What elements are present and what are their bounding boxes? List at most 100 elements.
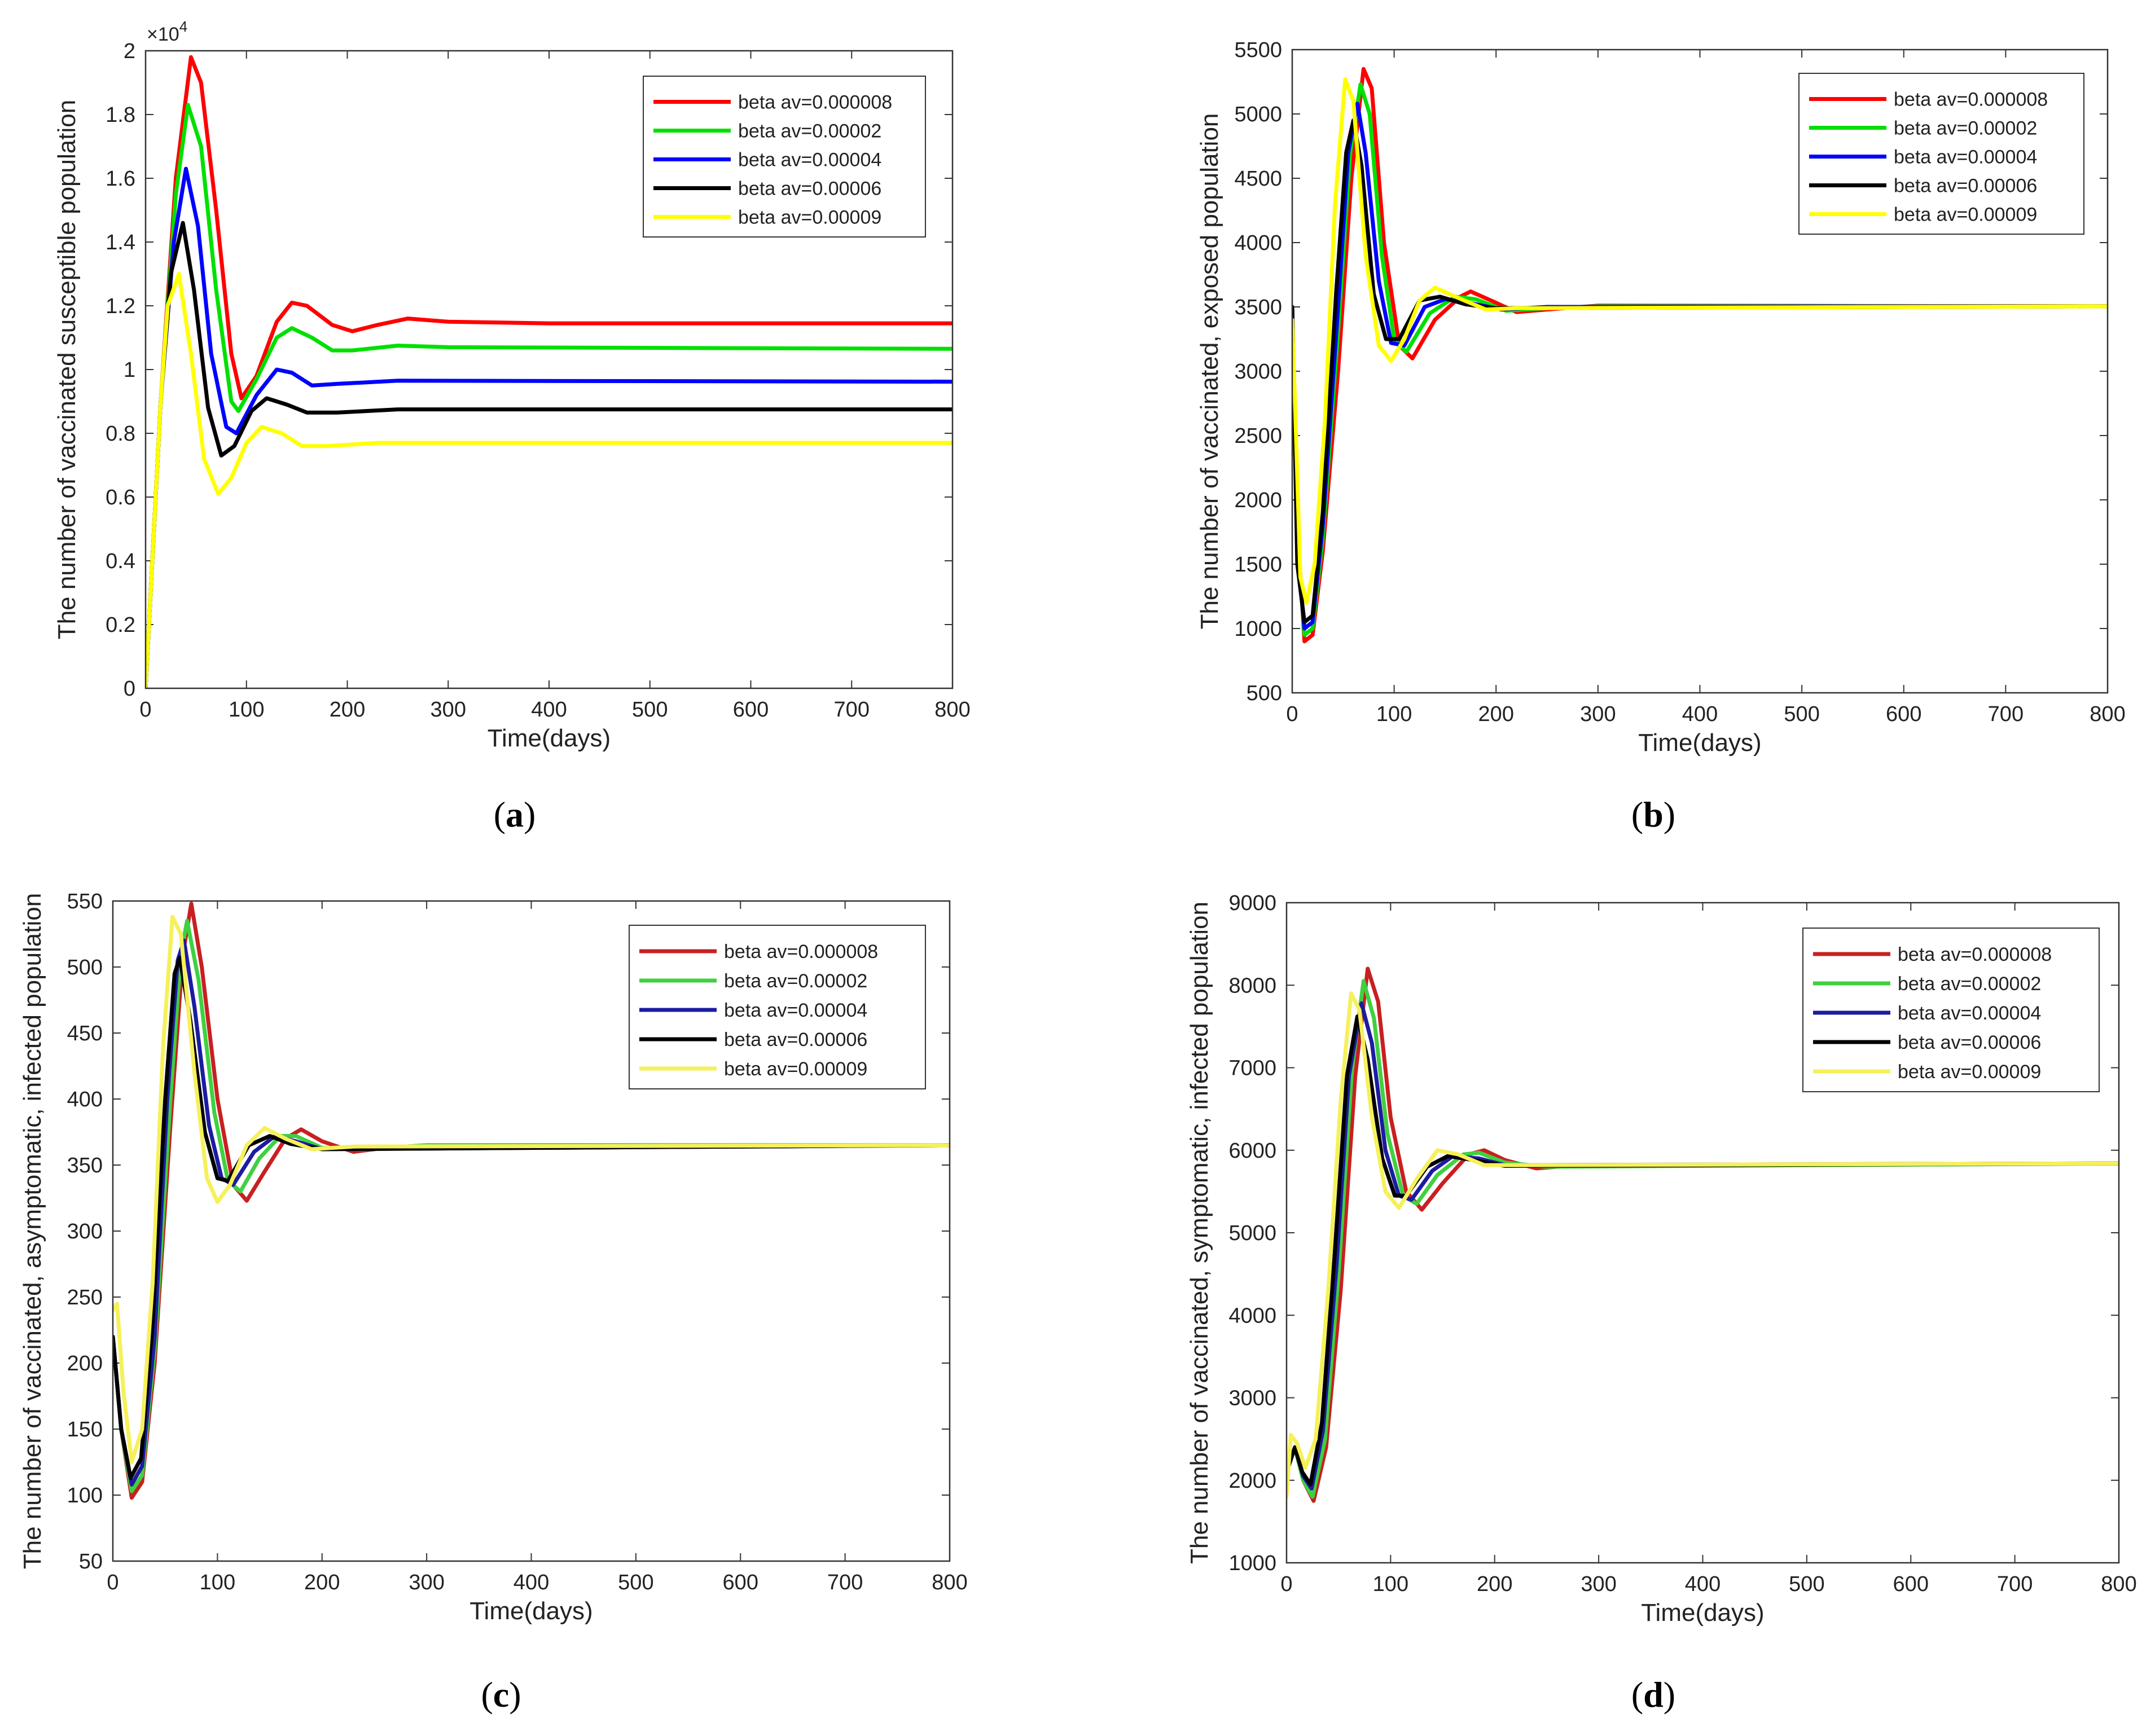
axes-box [112,900,951,1562]
x-axis-label: Time(days) [469,1597,592,1625]
legend-label-1: beta av=0.000008 [1894,89,2048,111]
y-axis-label: The number of vaccinated, exposed popula… [1196,113,1223,630]
y-tick-label: 250 [67,1286,103,1309]
legend-label-2: beta av=0.00002 [724,970,867,992]
y-tick-label: 3000 [1234,360,1282,384]
legend-label-5: beta av=0.00009 [1894,204,2037,226]
x-axis-label: Time(days) [1641,1599,1764,1627]
x-tick-label: 800 [2090,702,2125,726]
axes-box [1291,49,2109,694]
axes-box [144,50,954,689]
legend-label-1: beta av=0.000008 [738,92,892,113]
y-tick-label: 9000 [1228,891,1276,915]
y-tick-label: 6000 [1228,1139,1276,1163]
series-line-3 [146,166,953,688]
legend-label-4: beta av=0.00006 [724,1029,867,1051]
series-line-5 [146,272,953,688]
y-tick-label: 0.2 [106,613,135,637]
x-axis-label: Time(days) [1638,729,1761,757]
x-tick-label: 300 [409,1571,444,1594]
x-tick-label: 100 [200,1571,235,1594]
y-tick-label: 3500 [1234,296,1282,319]
x-tick-label: 400 [1685,1572,1721,1596]
x-tick-label: 700 [827,1571,863,1594]
legend-label-1: beta av=0.000008 [1898,944,2052,965]
y-tick-label: 0.8 [106,422,135,446]
y-tick-label: 8000 [1228,974,1276,997]
charts-container: 0 100 200 300 400 500 600 700 80000.20.40.60.811… [19,18,2137,1627]
y-axis-exponent: ×104 [147,18,187,45]
legend-label-3: beta av=0.00004 [738,150,881,171]
x-tick-label: 200 [1478,702,1514,726]
x-tick-label: 700 [1988,702,2024,726]
panel-label-a: (a) [494,794,536,834]
legend-label-2: beta av=0.00002 [1894,118,2037,139]
legend-label-1: beta av=0.000008 [724,941,878,963]
axes-box [1285,902,2120,1564]
y-tick-label: 1500 [1234,553,1282,577]
legend-label-2: beta av=0.00002 [1898,973,2041,995]
y-tick-label: 5500 [1234,38,1282,62]
y-axis-label: The number of vaccinated, symptomatic, i… [1186,902,1213,1564]
x-tick-label: 500 [618,1571,653,1594]
legend-label-3: beta av=0.00004 [724,1000,867,1021]
y-tick-label: 350 [67,1154,103,1177]
x-tick-label: 0 [1286,702,1298,726]
y-tick-label: 500 [67,956,103,979]
legend-label-5: beta av=0.00009 [1898,1061,2041,1083]
legend-label-3: beta av=0.00004 [1898,1003,2041,1024]
y-tick-label: 4500 [1234,167,1282,191]
y-tick-label: 400 [67,1088,103,1111]
legend-label-4: beta av=0.00006 [1898,1032,2041,1053]
y-tick-label: 100 [67,1484,103,1508]
y-tick-label: 2000 [1228,1469,1276,1493]
series-line-4 [1287,1014,2119,1487]
x-tick-label: 700 [1997,1572,2033,1596]
y-tick-label: 7000 [1228,1057,1276,1080]
x-tick-label: 400 [513,1571,549,1594]
chart-c: 0 100 200 300 400 500 600 700 800 50 100 150 200 250 3… [19,890,968,1625]
legend: beta av=0.000008 beta av=0.00002 beta av=0… [1802,928,2100,1092]
legend: beta av=0.000008 beta av=0.00002 beta av=0… [1798,73,2084,235]
y-tick-label: 1000 [1228,1552,1276,1575]
x-tick-label: 500 [632,698,668,722]
x-tick-label: 200 [330,698,365,722]
x-tick-label: 400 [1682,702,1718,726]
y-tick-label: 1.6 [106,167,135,191]
y-tick-label: 1.4 [106,231,135,254]
legend: beta av=0.000008 beta av=0.00002 beta av=0… [629,925,926,1089]
y-tick-label: 5000 [1234,103,1282,126]
y-tick-label: 2500 [1234,424,1282,448]
x-tick-label: 0 [107,1571,118,1594]
y-tick-label: 450 [67,1022,103,1045]
x-tick-label: 500 [1784,702,1819,726]
chart-d: 0 100 200 300 400 500 600 700 800 1000 2000 3000 400… [1186,891,2137,1627]
x-tick-label: 800 [932,1571,967,1594]
y-tick-label: 200 [67,1352,103,1375]
y-tick-label: 4000 [1234,231,1282,255]
series-line-2 [146,103,953,688]
y-tick-label: 1000 [1234,617,1282,641]
chart-b: 0 100 200 300 400 500 600 700 800 500 1000 1500 2000… [1196,38,2126,757]
y-tick-label: 0 [124,677,135,701]
x-tick-label: 300 [1580,702,1616,726]
legend-label-5: beta av=0.00009 [738,207,881,228]
x-tick-label: 800 [2101,1572,2136,1596]
y-tick-label: 2000 [1234,489,1282,512]
x-tick-label: 100 [1373,1572,1408,1596]
x-tick-label: 300 [1581,1572,1616,1596]
panel-label-d: (d) [1631,1675,1675,1715]
legend-label-5: beta av=0.00009 [724,1058,867,1080]
y-axis-label: The number of vaccinated, asymptomatic, … [19,893,46,1569]
x-tick-label: 200 [1477,1572,1512,1596]
series-line-5 [1287,991,2119,1499]
series-line-5 [113,915,950,1464]
legend-label-3: beta av=0.00004 [1894,147,2037,168]
series-line-1 [146,55,953,688]
x-tick-label: 700 [834,698,870,722]
y-tick-label: 50 [79,1550,103,1574]
chart-a: 0 100 200 300 400 500 600 700 800 0 0.2 0.4 0.6 0.8 1 1… [53,18,971,752]
y-axis-label: The number of vaccinated susceptible pop… [53,100,81,639]
series-line-2 [1287,979,2119,1499]
